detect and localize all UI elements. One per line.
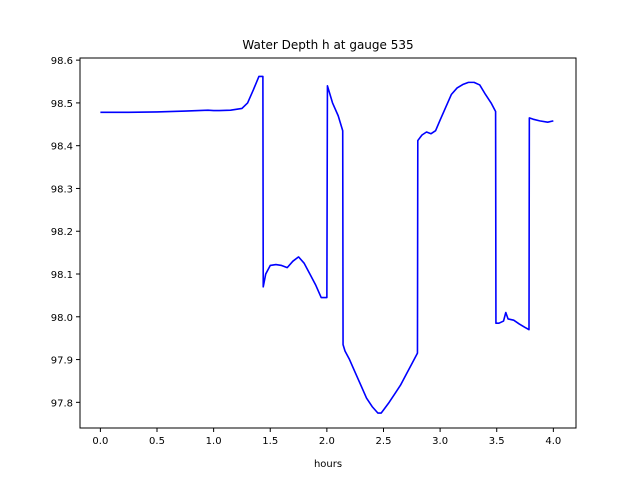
y-tick-label: 98.3	[51, 184, 73, 195]
x-tick-label: 4.0	[545, 436, 561, 447]
x-tick-label: 1.0	[206, 436, 222, 447]
x-tick-label: 2.5	[376, 436, 392, 447]
x-tick-label: 3.0	[432, 436, 448, 447]
y-tick-label: 97.9	[51, 356, 73, 367]
x-tick-label: 0.0	[92, 436, 108, 447]
plot-area	[79, 57, 577, 429]
x-tick-label: 3.5	[489, 436, 505, 447]
x-axis: 0.0 0.5 1.0 1.5 2.0 2.5 3.0 3.5 4.0	[92, 428, 561, 447]
y-tick-label: 98.1	[51, 270, 73, 281]
y-tick-label: 98.6	[51, 56, 73, 67]
y-axis: 97.8 97.9 98.0 98.1 98.2 98.3 98.4 98.5 98.6	[51, 56, 80, 409]
y-tick-label: 98.0	[51, 313, 73, 324]
series-layer	[100, 75, 554, 414]
y-tick-label: 98.2	[51, 227, 73, 238]
chart-title: Water Depth h at gauge 535	[242, 38, 413, 52]
y-tick-label: 98.5	[51, 99, 73, 110]
x-tick-label: 0.5	[149, 436, 165, 447]
series-line	[100, 75, 554, 414]
axes-frame	[79, 57, 577, 429]
x-tick-label: 2.0	[319, 436, 335, 447]
y-tick-label: 97.8	[51, 398, 73, 409]
x-axis-label: hours	[314, 459, 342, 470]
y-tick-label: 98.4	[51, 142, 73, 153]
x-tick-label: 1.5	[262, 436, 278, 447]
